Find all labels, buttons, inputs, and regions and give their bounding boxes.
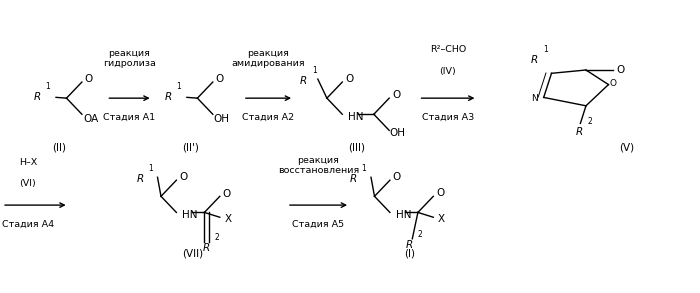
Text: HN: HN xyxy=(182,210,197,220)
Text: R: R xyxy=(300,76,307,86)
Text: (IV): (IV) xyxy=(440,67,456,76)
Text: O: O xyxy=(85,74,93,84)
Text: O: O xyxy=(436,188,445,198)
Text: (VI): (VI) xyxy=(20,179,36,188)
Text: R: R xyxy=(136,174,144,184)
Text: (V): (V) xyxy=(619,143,634,153)
Text: R: R xyxy=(164,91,172,102)
Text: 1: 1 xyxy=(313,66,317,75)
Text: R: R xyxy=(531,55,538,65)
Text: X: X xyxy=(225,214,232,224)
Text: OA: OA xyxy=(83,114,99,124)
Text: (III): (III) xyxy=(349,143,365,153)
Text: R: R xyxy=(203,243,210,253)
Text: O: O xyxy=(610,79,617,88)
Text: R: R xyxy=(406,240,413,250)
Text: O: O xyxy=(216,74,224,84)
Text: H–X: H–X xyxy=(19,158,37,167)
Text: 1: 1 xyxy=(362,164,366,173)
Text: Стадия A1: Стадия A1 xyxy=(104,113,155,122)
Text: HN: HN xyxy=(348,112,363,122)
Text: реакция
восстановления: реакция восстановления xyxy=(278,156,359,175)
Text: реакция
гидролиза: реакция гидролиза xyxy=(103,49,156,68)
Text: R: R xyxy=(350,174,357,184)
Text: 2: 2 xyxy=(418,230,422,239)
Text: O: O xyxy=(345,74,354,84)
Text: O: O xyxy=(179,172,188,182)
Text: X: X xyxy=(438,214,445,224)
Text: 1: 1 xyxy=(176,82,181,91)
Text: R: R xyxy=(575,127,582,137)
Text: 2: 2 xyxy=(215,233,219,242)
Text: O: O xyxy=(393,172,401,182)
Text: R: R xyxy=(34,91,41,102)
Text: реакция
амидирования: реакция амидирования xyxy=(231,49,305,68)
Text: Стадия A5: Стадия A5 xyxy=(293,220,344,229)
Text: O: O xyxy=(617,65,625,75)
Text: Стадия A2: Стадия A2 xyxy=(242,113,294,122)
Text: Стадия A3: Стадия A3 xyxy=(422,113,474,122)
Text: R²–CHO: R²–CHO xyxy=(430,45,466,54)
Text: (II): (II) xyxy=(52,143,66,153)
Text: (VII): (VII) xyxy=(182,248,203,258)
Text: OH: OH xyxy=(390,128,405,138)
Text: HN: HN xyxy=(395,210,411,220)
Text: OH: OH xyxy=(214,114,229,124)
Text: (II'): (II') xyxy=(182,143,199,153)
Text: (I): (I) xyxy=(404,248,415,258)
Text: 2: 2 xyxy=(588,117,592,126)
Text: N: N xyxy=(531,94,538,103)
Text: O: O xyxy=(223,189,231,199)
Text: Стадия A4: Стадия A4 xyxy=(2,220,54,229)
Text: O: O xyxy=(392,90,400,100)
Text: 1: 1 xyxy=(148,164,153,173)
Text: 1: 1 xyxy=(46,82,50,91)
Text: 1: 1 xyxy=(543,45,548,54)
